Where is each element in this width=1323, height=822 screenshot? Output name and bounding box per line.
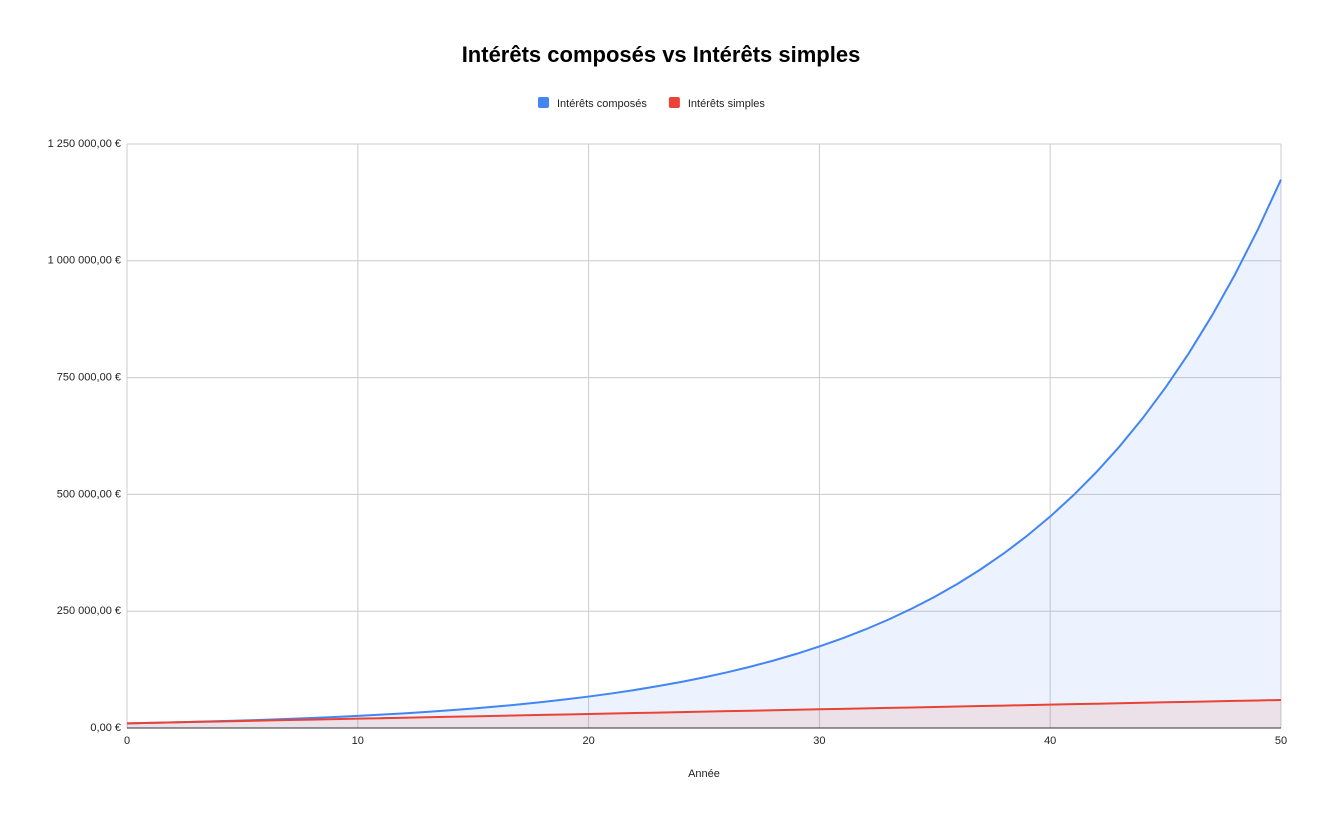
legend-label: Intérêts composés (557, 98, 647, 110)
series-area (127, 699, 1281, 728)
series-line (126, 179, 1282, 725)
y-tick-label: 250 000,00 € (57, 605, 121, 617)
x-tick-label: 20 (582, 735, 594, 747)
series-line (126, 698, 1282, 725)
x-tick-label: 30 (813, 735, 825, 747)
x-tick-label: 0 (124, 735, 130, 747)
y-tick-label: 750 000,00 € (57, 372, 121, 384)
legend-swatch (668, 97, 680, 108)
x-axis-label: Année (688, 768, 720, 780)
y-tick-label: 500 000,00 € (57, 488, 121, 500)
x-tick-label: 40 (1044, 735, 1056, 747)
series-area (127, 179, 1281, 729)
legend-label: Intérêts simples (688, 98, 766, 110)
y-tick-label: 1 250 000,00 € (48, 138, 121, 150)
x-tick-label: 50 (1275, 735, 1287, 747)
legend-swatch (538, 97, 549, 108)
y-tick-label: 0,00 € (90, 722, 121, 734)
chart-title: Intérêts composés vs Intérêts simples (462, 42, 861, 67)
x-tick-label: 10 (352, 735, 364, 747)
y-tick-label: 1 000 000,00 € (48, 255, 121, 267)
